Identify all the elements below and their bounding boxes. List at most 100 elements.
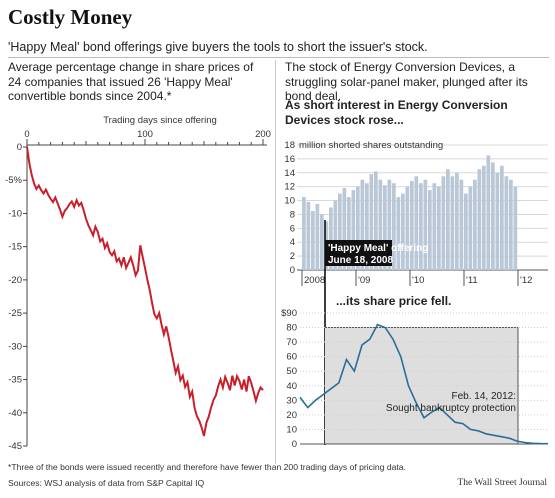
short-interest-ticks: 0 2 4 6 8 10 12 14 16 18 2008 '09 '10 '11 '12 [284, 140, 532, 286]
y-tick-label: $90 [281, 308, 297, 319]
y-tick-label: 70 [286, 337, 297, 348]
short-interest-bar [459, 179, 464, 270]
share-price-line [299, 323, 549, 445]
share-price-ticks: 0 10 20 30 40 50 60 70 80 $90 [281, 308, 297, 450]
short-interest-bar [365, 183, 369, 270]
y-tick-label: 80 [286, 323, 297, 334]
short-interest-bar [392, 183, 396, 270]
y-tick-label: 14 [284, 168, 295, 179]
offering-label-line2: June 18, 2008 [328, 255, 393, 266]
short-interest-bar [482, 165, 486, 270]
short-interest-bar [347, 197, 351, 270]
short-interest-bar [401, 193, 405, 270]
footnote: *Three of the bonds were issued recently… [8, 462, 406, 472]
short-interest-bar [446, 169, 450, 270]
short-interest-bar [360, 179, 365, 270]
short-interest-bar [513, 186, 518, 270]
y-tick-label: -20 [8, 275, 22, 286]
y-tick-label: -35 [8, 375, 22, 386]
short-interest-bar [369, 174, 374, 270]
y-tick-label: 10 [284, 196, 295, 207]
short-interest-bar [455, 172, 459, 270]
short-interest-bar [338, 193, 342, 270]
short-interest-bar [414, 176, 419, 271]
bankruptcy-label-line2: Sought bankruptcy protection [386, 403, 516, 414]
y-tick-label: 18 [284, 140, 295, 151]
short-interest-bar [491, 162, 495, 270]
short-interest-bar [477, 169, 482, 270]
short-interest-bar [432, 183, 437, 270]
y-tick-label: -45 [8, 441, 22, 452]
short-interest-bar [311, 211, 315, 270]
short-interest-bar [473, 179, 477, 270]
short-interest-chart: 0 2 4 6 8 10 12 14 16 18 2008 '09 '10 '11 '12 million … [284, 140, 548, 445]
x-tick-label: 200 [255, 129, 271, 140]
left-axes [23, 139, 267, 447]
short-interest-bar [504, 176, 509, 271]
short-interest-bar [378, 179, 383, 270]
y-tick-label: 40 [286, 381, 297, 392]
top-divider [8, 57, 549, 58]
short-interest-bar [329, 207, 333, 270]
short-interest-bar [351, 190, 356, 270]
short-interest-bar [383, 185, 387, 270]
short-interest-bar [315, 204, 320, 270]
y-tick-label: -15 [8, 242, 22, 253]
share-price-chart: 0 10 20 30 40 50 60 70 80 $90 Feb. 14, 2012:Sough… [281, 308, 549, 450]
y-tick-label: 60 [286, 352, 297, 363]
short-interest-bar [437, 186, 441, 270]
short-interest-bar [306, 201, 311, 270]
short-interest-bar [387, 179, 392, 270]
y-tick-label: 0 [292, 439, 297, 450]
y-tick-label: 4 [290, 237, 295, 248]
y-tick-label: 12 [284, 182, 295, 193]
short-interest-bar [428, 190, 432, 270]
bankruptcy-label-line1: Feb. 14, 2012: [452, 391, 517, 402]
y-tick-label: -40 [8, 408, 22, 419]
bankruptcy-annotation: Feb. 14, 2012:Sought bankruptcy protecti… [386, 391, 516, 414]
left-ticks: 0 100 200 0 -5% -10 -15 -20 -25 -30 -35 -40 -45 [5, 129, 271, 452]
short-interest-bar [405, 186, 410, 270]
short-interest-bar [468, 186, 473, 270]
share-price-grid [300, 312, 548, 445]
short-interest-bar [464, 193, 468, 270]
short-interest-bar [302, 197, 306, 270]
y-tick-label: 8 [290, 209, 295, 220]
short-interest-bar [450, 176, 455, 271]
short-interest-bar [495, 172, 500, 270]
y-tick-label: 10 [286, 424, 297, 435]
x-tick-label: 2008 [304, 275, 325, 286]
offering-label-box [325, 240, 392, 266]
short-interest-bar [423, 179, 428, 270]
y-tick-label: 0 [17, 142, 22, 153]
short-interest-unit-label: million shorted shares outstanding [299, 140, 443, 151]
y-tick-label: 6 [290, 223, 295, 234]
y-tick-label: 20 [286, 410, 297, 421]
short-interest-bar [410, 181, 414, 270]
chart-title: Costly Money [8, 5, 133, 29]
short-interest-bars [302, 155, 518, 271]
sources: Sources: WSJ analysis of data from S&P C… [8, 478, 205, 488]
y-tick-label: 50 [286, 366, 297, 377]
x-tick-label: 0 [24, 129, 29, 140]
short-interest-heading: As short interest in Energy Conversion D… [285, 98, 508, 127]
offering-label-line1: 'Happy Meal' offering [328, 243, 428, 254]
short-interest-bar [356, 186, 360, 270]
credit: The Wall Street Journal [457, 478, 547, 488]
short-interest-bar [396, 197, 401, 270]
short-interest-bar [320, 214, 324, 270]
short-interest-bar [333, 200, 338, 270]
short-interest-bar [509, 179, 513, 270]
avg-change-chart: Trading days since offering 0 100 200 0 -5% -… [5, 115, 271, 452]
short-interest-bar [441, 176, 446, 271]
x-tick-label: '12 [520, 275, 532, 286]
x-tick-label: '09 [358, 275, 370, 286]
short-interest-bar [500, 165, 504, 270]
y-tick-label: -10 [8, 208, 22, 219]
short-interest-bar [342, 188, 347, 270]
y-tick-label: 0 [290, 265, 295, 276]
y-tick-label: -5% [5, 175, 22, 186]
y-tick-label: 16 [284, 154, 295, 165]
right-chart-description: The stock of Energy Conversion Devices, … [285, 60, 528, 103]
share-price-heading: ...its share price fell. [336, 294, 452, 308]
